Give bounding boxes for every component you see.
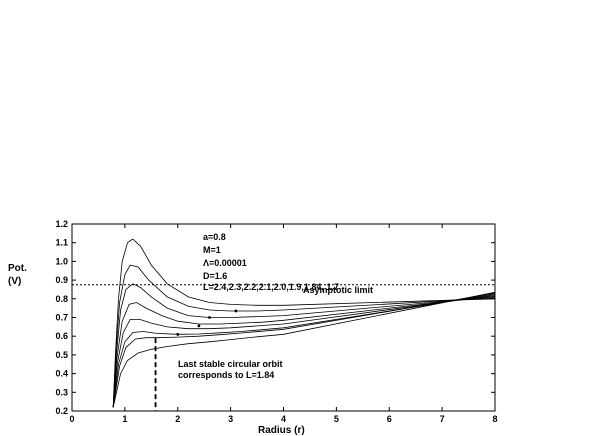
minimum-marker [234, 309, 238, 313]
y-tick-label: 0.3 [55, 387, 68, 397]
y-axis-ticks: 0.2 0.3 0.4 0.5 0.6 0.7 0.8 0.9 1.0 1.1 1.2 [55, 219, 495, 416]
param-l-values: L=2.4,2.3,2.2,2.1,2.0,1.9,1.84, 1.7 [203, 282, 339, 292]
y-tick-label: 1.2 [55, 219, 68, 229]
minimum-marker [197, 324, 201, 328]
potential-curve-L-2.2 [112, 283, 496, 408]
x-tick-label: 4 [281, 414, 286, 424]
y-tick-label: 0.9 [55, 275, 68, 285]
x-tick-label: 6 [387, 414, 392, 424]
param-lambda: Λ=0.00001 [203, 258, 247, 268]
potential-curve-L-1.84 [112, 292, 496, 408]
y-tick-label: 0.8 [55, 294, 68, 304]
parameter-legend: a=0.8 M=1 Λ=0.00001 D=1.6 L=2.4,2.3,2.2,… [203, 232, 339, 292]
y-tick-label: 0.2 [55, 406, 68, 416]
x-axis-ticks: 0 1 2 3 4 5 6 7 8 [69, 224, 498, 424]
x-tick-label: 5 [334, 414, 339, 424]
potential-curve-L-2.1 [112, 295, 496, 408]
y-tick-label: 0.4 [55, 369, 68, 379]
param-m: M=1 [203, 245, 221, 255]
potential-curve-L-1.7 [112, 291, 496, 408]
minimum-marker [208, 316, 211, 319]
annotation-line-2: corresponds to L=1.84 [178, 370, 274, 380]
potential-curve-L-2.3 [112, 264, 496, 408]
x-tick-label: 8 [492, 414, 497, 424]
x-tick-label: 1 [122, 414, 127, 424]
plot-frame [71, 223, 496, 412]
potential-curve-L-1.9 [112, 293, 496, 408]
x-tick-label: 0 [69, 414, 74, 424]
y-tick-label: 0.7 [55, 313, 68, 323]
y-axis-label-line2: (V) [8, 276, 21, 287]
y-tick-label: 0.5 [55, 350, 68, 360]
x-tick-label: 7 [440, 414, 445, 424]
annotation-line-1: Last stable circular orbit [178, 359, 283, 369]
x-tick-label: 3 [228, 414, 233, 424]
potential-curves [112, 238, 496, 408]
asymptotic-limit-label: Asymptotic limit [303, 285, 373, 295]
param-d: D=1.6 [203, 271, 227, 281]
x-axis-label: Radius (r) [258, 425, 305, 436]
y-axis-label-line1: Pot. [8, 263, 27, 274]
param-a: a=0.8 [203, 232, 226, 242]
x-tick-label: 2 [175, 414, 180, 424]
minimum-marker [176, 332, 180, 336]
y-tick-label: 1.0 [55, 256, 68, 266]
y-tick-label: 1.1 [55, 238, 68, 248]
potential-curve-L-2 [112, 294, 496, 408]
y-tick-label: 0.6 [55, 331, 68, 341]
potential-curve-L-2.4 [112, 238, 496, 408]
